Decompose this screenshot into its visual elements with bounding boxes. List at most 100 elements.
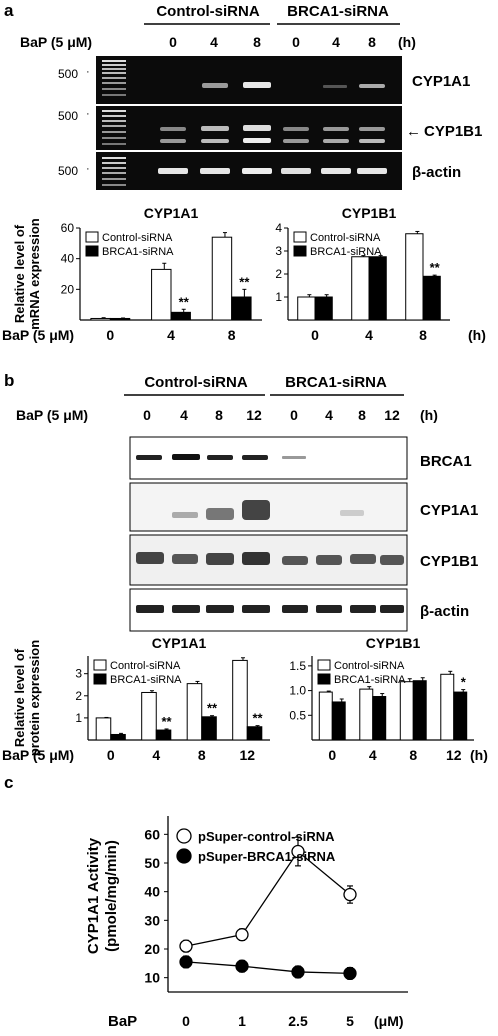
x-axis-unit: (h) bbox=[468, 327, 486, 343]
y-tick-label: 1 bbox=[75, 711, 82, 725]
gel-band bbox=[323, 139, 349, 143]
panel-b-bap-label: BaP (5 μM) bbox=[16, 407, 88, 423]
x-tick-label: 0 bbox=[106, 327, 114, 343]
bar bbox=[422, 275, 441, 321]
bar bbox=[372, 696, 387, 741]
bar bbox=[186, 683, 203, 741]
x-tick-label: 12 bbox=[239, 747, 255, 763]
bar bbox=[314, 296, 333, 321]
y-tick-label: 4 bbox=[275, 221, 282, 235]
panel-b-time-label: 12 bbox=[246, 407, 262, 423]
x-tick-label: 4 bbox=[365, 327, 373, 343]
blot-band bbox=[350, 554, 376, 564]
blot-band bbox=[380, 555, 404, 565]
x-axis-label: BaP (5 μM) bbox=[2, 327, 74, 343]
legend-swatch bbox=[317, 673, 331, 685]
gel-band bbox=[281, 168, 311, 174]
data-point bbox=[343, 966, 357, 981]
bar bbox=[155, 729, 172, 741]
legend-label: BRCA1-siRNA bbox=[334, 674, 406, 686]
y-axis-label: Relative level ofprotein expression bbox=[12, 640, 42, 756]
panel-a-letter: a bbox=[4, 1, 14, 20]
blot-band bbox=[206, 508, 234, 520]
blot-band bbox=[242, 455, 268, 460]
panel-b-time-label: 8 bbox=[215, 407, 223, 423]
blot-band bbox=[136, 455, 162, 460]
blot-label-cyp1a1: CYP1A1 bbox=[420, 502, 478, 519]
bar bbox=[141, 691, 157, 741]
gel-band bbox=[200, 168, 230, 174]
blot-band bbox=[172, 554, 198, 564]
gel-band bbox=[158, 168, 188, 174]
panel-a-time-label: 8 bbox=[253, 34, 261, 50]
gel-bands-actin bbox=[158, 168, 387, 174]
blot-band bbox=[136, 605, 164, 613]
series-line bbox=[185, 961, 351, 975]
panel-a-time-labels: 0 4 8 0 4 8 bbox=[169, 34, 376, 50]
panel-a-time-label: 0 bbox=[292, 34, 300, 50]
gel-marker-500: 500 bbox=[58, 164, 78, 178]
x-tick-label: 12 bbox=[446, 747, 462, 763]
x-tick-label: 8 bbox=[198, 747, 206, 763]
panel-b-time-label: 0 bbox=[290, 407, 298, 423]
gel-strip-cyp1a1 bbox=[96, 56, 402, 104]
blot-label-actin: β-actin bbox=[420, 603, 469, 620]
series-line bbox=[185, 850, 351, 947]
significance-marker: ** bbox=[161, 714, 172, 729]
chart-c-activity: 10 20 30 40 50 60 0 1 2.5 5 BaP (μM) CYP1A1 Activity… bbox=[85, 816, 408, 1030]
gel-band bbox=[201, 126, 229, 131]
bar bbox=[412, 680, 427, 741]
x-tick-label: 0 bbox=[182, 1013, 190, 1029]
panel-b-letter: b bbox=[4, 371, 14, 390]
gel-label-cyp1a1: CYP1A1 bbox=[412, 73, 470, 90]
significance-marker: ** bbox=[430, 260, 441, 275]
gel-label-actin: β-actin bbox=[412, 164, 461, 181]
bar bbox=[297, 296, 316, 321]
x-tick-label: 8 bbox=[419, 327, 427, 343]
panel-b-time-label: 8 bbox=[358, 407, 366, 423]
significance-marker: ** bbox=[179, 294, 190, 309]
panel-b-time-labels: 0 4 8 12 0 4 8 12 bbox=[143, 407, 400, 423]
y-tick-label: 40 bbox=[61, 252, 75, 266]
blot-bands-cyp1b1 bbox=[136, 552, 404, 565]
gel-marker-dot: · bbox=[86, 66, 90, 78]
bar bbox=[453, 691, 468, 741]
x-tick-label: 1 bbox=[238, 1013, 246, 1029]
bar bbox=[359, 688, 374, 741]
blot-bands-brca1 bbox=[136, 454, 306, 460]
legend-swatch bbox=[85, 231, 99, 243]
bar bbox=[90, 317, 111, 321]
gel-band bbox=[359, 84, 385, 88]
legend-label: BRCA1-siRNA bbox=[310, 246, 382, 258]
bar bbox=[170, 311, 191, 321]
legend-label: Control-siRNA bbox=[110, 660, 181, 672]
chart-a-cyp1b1: CYP1B1 1 2 3 4 0 4 8 ** Control-siRNA BRCA1-siRNA (… bbox=[275, 205, 486, 343]
bar bbox=[440, 673, 455, 741]
x-tick-label: 2.5 bbox=[288, 1013, 308, 1029]
x-tick-label: 4 bbox=[369, 747, 377, 763]
significance-marker: ** bbox=[252, 711, 263, 726]
legend-label: Control-siRNA bbox=[102, 232, 173, 244]
panel-a-time-label: 8 bbox=[368, 34, 376, 50]
blot-band bbox=[282, 605, 308, 613]
y-tick-label: 10 bbox=[144, 970, 160, 986]
x-tick-label: 8 bbox=[228, 327, 236, 343]
y-tick-label: 60 bbox=[61, 221, 75, 235]
data-point bbox=[291, 965, 305, 979]
x-tick-label: 0 bbox=[311, 327, 319, 343]
legend-swatch bbox=[93, 673, 107, 685]
significance-marker: * bbox=[461, 675, 467, 690]
data-point bbox=[235, 928, 249, 942]
y-axis-label: Relative level ofmRNA expression bbox=[12, 218, 42, 330]
blot-band bbox=[172, 454, 200, 460]
panel-b-group-brca1: BRCA1-siRNA bbox=[285, 374, 387, 391]
blot-label-cyp1b1: CYP1B1 bbox=[420, 553, 478, 570]
significance-marker: ** bbox=[239, 274, 250, 289]
y-tick-label: 30 bbox=[144, 912, 160, 928]
bar bbox=[318, 691, 333, 741]
gel-band bbox=[242, 168, 272, 174]
blot-band bbox=[172, 512, 198, 518]
x-axis-label: BaP bbox=[108, 1013, 137, 1030]
